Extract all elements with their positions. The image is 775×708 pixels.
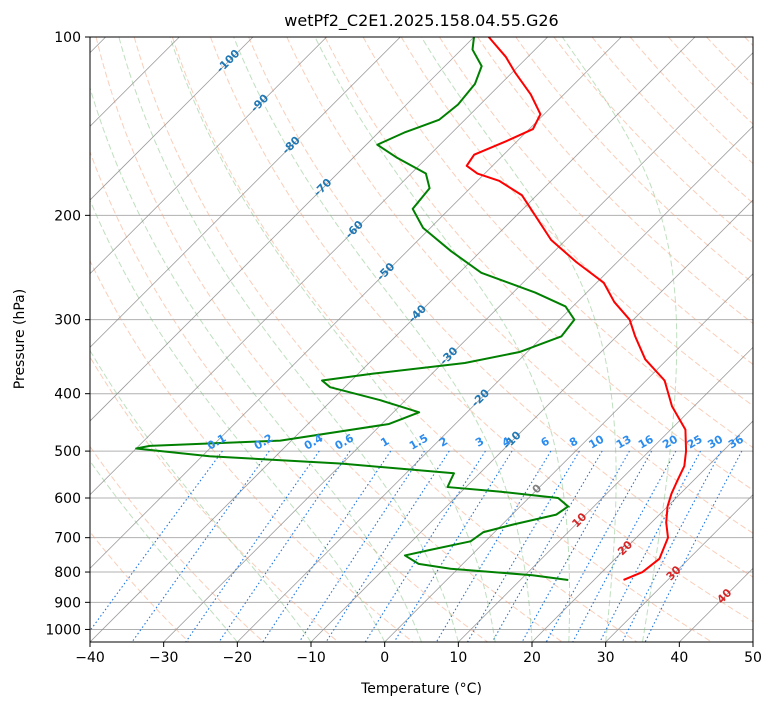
isotherm-line: [90, 37, 254, 201]
dry-adiabat-line: [477, 37, 753, 325]
dewpoint-profile-line: [135, 37, 576, 581]
dry-adiabat-line: [171, 37, 712, 642]
moist-adiabat-line: [314, 37, 571, 642]
sounding-profiles: [135, 37, 688, 581]
dry-adiabat-line: [515, 37, 753, 284]
x-tick-label: −10: [296, 650, 326, 666]
y-tick-label: 700: [54, 531, 81, 547]
dry-adiabat-line: [248, 37, 753, 578]
moist-adiabat-line: [233, 37, 533, 642]
y-tick-label: 300: [54, 313, 81, 329]
mixing-ratio-line: [435, 450, 552, 642]
isotherm-line: [605, 494, 753, 642]
x-axis-label: Temperature (°C): [360, 681, 482, 697]
dry-adiabat-line: [95, 37, 563, 642]
moist-adiabat-line: [90, 349, 312, 642]
moist-adiabat-line: [420, 37, 617, 642]
mixing-ratio-line: [572, 450, 677, 642]
x-tick-label: 10: [449, 650, 467, 666]
y-tick-label: 800: [54, 565, 81, 581]
x-tick-label: 30: [597, 650, 615, 666]
y-axis-label: Pressure (hPa): [12, 289, 28, 389]
y-tick-label: 500: [54, 444, 81, 460]
isotherm-line: [310, 199, 753, 642]
isotherm-line: [90, 37, 475, 422]
x-tick-label: 40: [670, 650, 688, 666]
dry-adiabat-line: [400, 37, 753, 407]
mixing-ratio-lines: [90, 450, 743, 642]
y-tick-label: 400: [54, 387, 81, 403]
isotherm-lines: [90, 37, 753, 642]
mixing-ratio-line: [621, 450, 722, 642]
dry-adiabat-line: [439, 37, 753, 366]
mixing-ratio-line: [467, 450, 580, 642]
dry-adiabat-line: [133, 37, 638, 642]
y-tick-label: 1000: [45, 622, 81, 638]
dry-adiabat-line: [362, 37, 753, 449]
moist-adiabat-line: [90, 86, 422, 642]
isotherm-line: [458, 346, 753, 642]
dry-adiabat-line: [210, 37, 753, 623]
isotherm-line: [237, 125, 753, 642]
mixing-ratio-line: [491, 450, 603, 642]
x-tick-label: −30: [149, 650, 179, 666]
x-tick-label: 50: [744, 650, 762, 666]
chart-title: wetPf2_C2E1.2025.158.04.55.G26: [284, 11, 558, 31]
dry-adiabat-line: [591, 37, 753, 204]
x-tick-label: −20: [223, 650, 253, 666]
isotherm-line: [90, 37, 548, 496]
mixing-ratio-line: [218, 450, 351, 642]
temperature-profile-line: [465, 37, 688, 581]
y-tick-label: 600: [54, 491, 81, 507]
mixing-ratio-line: [185, 450, 320, 642]
isotherm-line: [90, 37, 401, 348]
y-tick-label: 100: [54, 30, 81, 46]
y-axis-ticks: 100 200 300 400 500 600 700 800 900 1000: [45, 30, 90, 638]
moist-adiabat-line: [561, 37, 678, 642]
moist-adiabat-line: [90, 198, 386, 642]
isotherm-line: [163, 52, 753, 642]
dry-adiabat-line: [629, 37, 753, 165]
mixing-ratio-line: [521, 450, 630, 642]
mixing-ratio-line: [131, 450, 270, 642]
moist-adiabat-line: [118, 37, 459, 642]
dry-adiabat-line: [90, 259, 414, 642]
dry-adiabat-line: [90, 531, 190, 642]
x-tick-label: 0: [380, 650, 389, 666]
x-tick-label: 20: [523, 650, 541, 666]
mixing-ratio-line: [364, 450, 486, 642]
mixing-ratio-line: [599, 450, 702, 642]
x-tick-label: −40: [75, 650, 105, 666]
plot-area: -100-90-80-70-60-50-40-30-20-10010203040…: [90, 37, 753, 642]
isotherm-line: [384, 273, 753, 642]
y-tick-label: 900: [54, 595, 81, 611]
x-axis-ticks: −40 −30 −20 −10 0 10 20 30 40 50: [75, 642, 762, 666]
dry-adiabat-line: [90, 445, 264, 642]
isotherm-line: [90, 37, 622, 569]
mixing-ratio-line: [545, 450, 653, 642]
mixing-ratio-line: [393, 450, 513, 642]
isotherm-line: [531, 420, 753, 642]
isotherm-line: [90, 37, 327, 275]
plot-frame: [89, 36, 754, 643]
isotherm-line: [90, 37, 696, 642]
y-tick-label: 200: [54, 208, 81, 224]
